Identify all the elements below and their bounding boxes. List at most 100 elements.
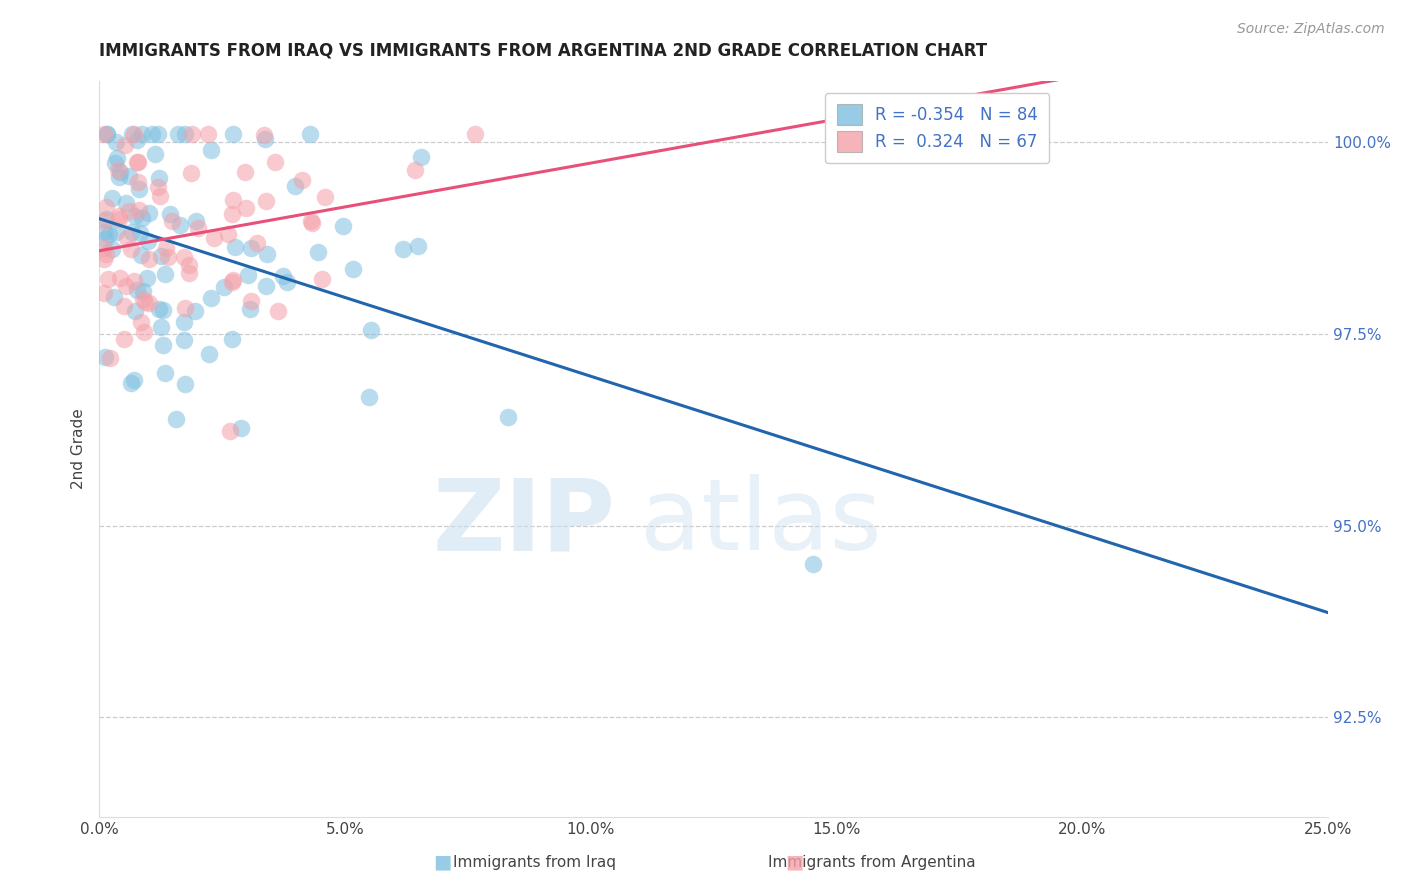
Point	[127, 175, 149, 189]
Point	[94, 232, 117, 246]
Point	[118, 203, 141, 218]
Point	[184, 214, 207, 228]
Point	[801, 557, 824, 571]
Point	[267, 303, 290, 318]
Text: Immigrants from Iraq: Immigrants from Iraq	[453, 855, 616, 870]
Point	[253, 132, 276, 146]
Point	[411, 150, 433, 164]
Point	[219, 424, 242, 438]
Point	[264, 155, 287, 169]
Point	[120, 242, 142, 256]
Point	[120, 376, 142, 390]
Point	[115, 196, 138, 211]
Point	[149, 189, 172, 203]
Point	[169, 218, 191, 232]
Point	[332, 219, 354, 234]
Point	[235, 165, 257, 179]
Point	[200, 143, 222, 157]
Point	[121, 225, 143, 239]
Point	[239, 241, 262, 255]
Point	[173, 315, 195, 329]
Point	[165, 412, 187, 426]
Point	[93, 286, 115, 301]
Point	[115, 231, 138, 245]
Point	[108, 209, 131, 223]
Point	[357, 390, 380, 404]
Point	[93, 252, 115, 266]
Point	[122, 128, 145, 142]
Point	[360, 324, 382, 338]
Point	[138, 296, 160, 310]
Text: ■: ■	[785, 852, 804, 871]
Point	[110, 165, 132, 179]
Point	[299, 128, 322, 142]
Point	[103, 290, 125, 304]
Point	[166, 128, 188, 142]
Point	[406, 238, 429, 252]
Point	[104, 225, 127, 239]
Point	[127, 283, 149, 297]
Text: Source: ZipAtlas.com: Source: ZipAtlas.com	[1237, 22, 1385, 37]
Point	[200, 291, 222, 305]
Point	[221, 207, 243, 221]
Point	[138, 252, 160, 266]
Point	[128, 202, 150, 217]
Point	[148, 301, 170, 316]
Point	[152, 302, 174, 317]
Point	[124, 303, 146, 318]
Point	[134, 294, 156, 309]
Point	[105, 151, 128, 165]
Point	[342, 262, 364, 277]
Point	[174, 376, 197, 391]
Point	[284, 179, 307, 194]
Point	[121, 128, 143, 142]
Text: ZIP: ZIP	[433, 474, 616, 571]
Point	[93, 241, 115, 255]
Point	[129, 247, 152, 261]
Point	[173, 333, 195, 347]
Point	[221, 332, 243, 346]
Point	[180, 166, 202, 180]
Point	[100, 191, 122, 205]
Point	[131, 128, 153, 142]
Point	[307, 244, 329, 259]
Point	[159, 207, 181, 221]
Point	[254, 194, 277, 209]
Point	[104, 156, 127, 170]
Point	[94, 200, 117, 214]
Point	[138, 206, 160, 220]
Point	[155, 241, 177, 255]
Point	[94, 350, 117, 364]
Point	[132, 285, 155, 299]
Text: Immigrants from Argentina: Immigrants from Argentina	[768, 855, 976, 870]
Point	[112, 299, 135, 313]
Point	[118, 169, 141, 184]
Point	[125, 133, 148, 147]
Point	[122, 373, 145, 387]
Point	[177, 266, 200, 280]
Point	[96, 128, 118, 142]
Point	[299, 214, 322, 228]
Point	[93, 214, 115, 228]
Point	[311, 272, 333, 286]
Point	[276, 275, 298, 289]
Point	[107, 163, 129, 178]
Point	[98, 227, 121, 242]
Point	[197, 128, 219, 142]
Point	[301, 216, 323, 230]
Point	[271, 269, 294, 284]
Point	[148, 171, 170, 186]
Legend: R = -0.354   N = 84, R =  0.324   N = 67: R = -0.354 N = 84, R = 0.324 N = 67	[825, 93, 1049, 163]
Point	[125, 154, 148, 169]
Point	[221, 275, 243, 289]
Point	[202, 231, 225, 245]
Point	[254, 279, 277, 293]
Point	[156, 250, 179, 264]
Y-axis label: 2nd Grade: 2nd Grade	[72, 409, 86, 489]
Point	[224, 240, 246, 254]
Point	[187, 221, 209, 235]
Point	[114, 137, 136, 152]
Point	[148, 128, 170, 142]
Point	[212, 280, 235, 294]
Point	[181, 128, 204, 142]
